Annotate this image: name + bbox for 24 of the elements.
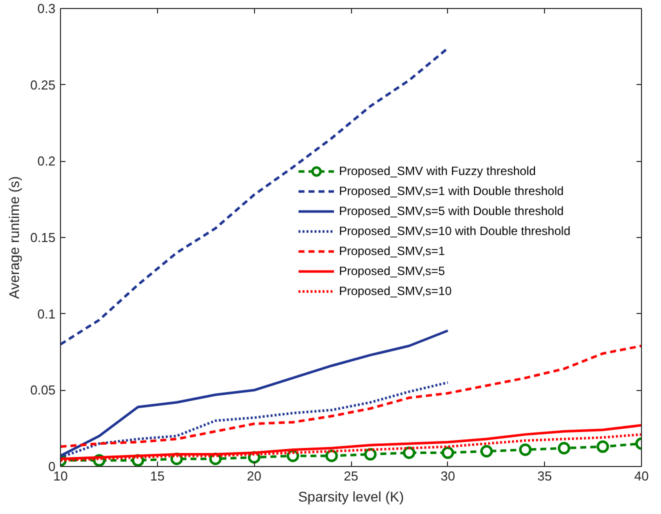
x-tick-label: 30 <box>440 468 456 484</box>
x-tick-label: 15 <box>150 468 165 484</box>
y-tick-label: 0.1 <box>37 306 56 322</box>
legend-label: Proposed_SMV,s=10 <box>339 284 452 298</box>
y-tick-label: 0.05 <box>30 382 56 398</box>
x-tick-label: 25 <box>344 468 358 484</box>
legend-label: Proposed_SMV with Fuzzy threshold <box>339 164 536 178</box>
y-tick-label: 0 <box>48 459 56 474</box>
legend-label: Proposed_SMV,s=10 with Double threshold <box>339 224 570 238</box>
line-series <box>60 46 450 346</box>
x-axis-title: Sparsity level (K) <box>298 488 404 504</box>
x-tick-label: 40 <box>634 468 649 484</box>
y-tick-label: 0.25 <box>30 77 56 92</box>
legend-label: Proposed_SMV,s=5 with Double threshold <box>339 204 564 218</box>
y-tick-label: 0.15 <box>30 230 56 245</box>
x-tick-label: 20 <box>246 468 262 484</box>
legend-label: Proposed_SMV,s=5 <box>339 264 445 278</box>
y-axis-title: Average runtime (s) <box>6 176 22 299</box>
legend-label: Proposed_SMV,s=1 with Double threshold <box>339 184 564 198</box>
y-tick-label: 0.2 <box>37 154 56 169</box>
line-series <box>60 344 642 448</box>
legend-label: Proposed_SMV,s=1 <box>339 244 445 258</box>
y-tick-label: 0.3 <box>37 1 56 16</box>
x-tick-label: 35 <box>537 468 552 484</box>
